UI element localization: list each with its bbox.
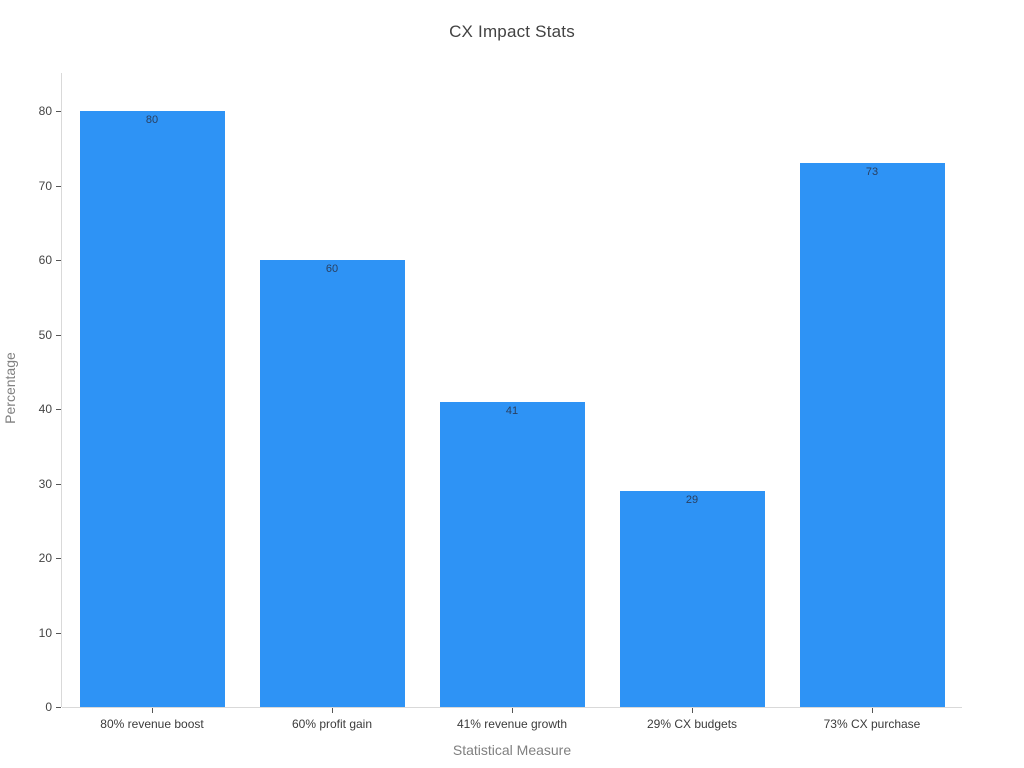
bar-value-label: 73 [865, 166, 879, 178]
y-tick-mark [56, 185, 61, 187]
y-tick-label: 80 [38, 104, 52, 118]
bar[interactable]: 73 [799, 163, 945, 707]
x-tick-label: 41% revenue growth [456, 717, 568, 731]
bar-value-label: 60 [325, 263, 339, 275]
bar-value-label: 41 [505, 405, 519, 417]
bar-value-label: 80 [145, 114, 159, 126]
bar[interactable]: 29 [619, 491, 765, 707]
x-tick-mark [872, 708, 873, 713]
y-tick-label: 20 [38, 551, 52, 565]
x-tick-label: 60% profit gain [291, 717, 373, 731]
y-tick-label: 50 [38, 327, 52, 342]
x-tick-mark [512, 708, 513, 713]
x-tick-label: 73% CX purchase [823, 717, 921, 731]
bar[interactable]: 60 [259, 260, 405, 707]
x-tick-label: 80% revenue boost [100, 717, 204, 731]
y-tick-mark [56, 707, 61, 708]
y-tick-label: 0 [45, 700, 52, 714]
x-tick-label: 29% CX budgets [646, 717, 738, 731]
bar-value-label: 29 [685, 494, 699, 506]
x-tick-mark [692, 708, 693, 713]
y-tick-mark [56, 632, 61, 634]
x-axis-line [62, 707, 962, 708]
plot-area: 80 60 41 29 73 [61, 73, 962, 708]
y-tick-label: 40 [38, 402, 52, 416]
x-tick-mark [332, 708, 333, 713]
bar[interactable]: 41 [439, 402, 585, 707]
bar[interactable]: 80 [79, 111, 225, 707]
y-tick-mark [56, 483, 61, 485]
y-tick-label: 10 [38, 625, 52, 640]
y-tick-mark [56, 334, 61, 336]
y-tick-mark [56, 260, 61, 261]
y-tick-mark [56, 111, 61, 112]
x-axis-title: Statistical Measure [452, 742, 572, 758]
x-tick-mark [152, 708, 153, 713]
y-tick-label: 60 [38, 253, 52, 267]
y-tick-mark [56, 558, 61, 559]
y-axis-title: Percentage [2, 352, 18, 424]
y-tick-label: 70 [38, 178, 52, 193]
y-tick-mark [56, 409, 61, 410]
chart-title: CX Impact Stats [449, 22, 575, 41]
y-tick-label: 30 [38, 476, 52, 491]
y-axis-line [61, 73, 62, 707]
